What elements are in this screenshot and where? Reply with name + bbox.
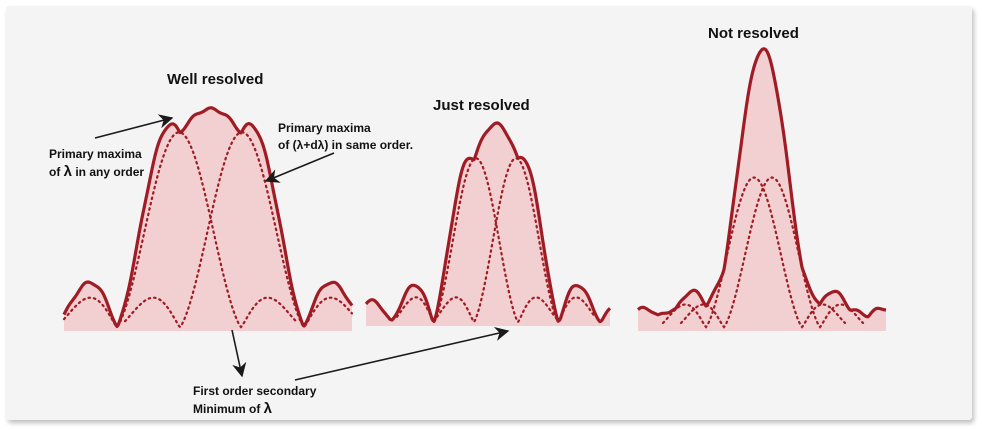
label-primary-maxima-dlambda: Primary maxima of (λ+dλ) in same order. <box>278 120 413 154</box>
component-pattern-well-2 <box>123 131 354 329</box>
title-just-resolved: Just resolved <box>433 97 530 114</box>
component-pattern-not-1 <box>661 176 847 329</box>
label-primary-maxima-dlambda-line2: of (λ+dλ) in same order. <box>278 138 414 152</box>
component-pattern-just-2 <box>435 157 597 325</box>
intensity-fill-well <box>64 107 352 331</box>
title-well-resolved: Well resolved <box>167 71 264 88</box>
label-of: of <box>49 165 64 179</box>
arrow-primary-dlambda <box>264 152 335 183</box>
title-not-resolved: Not resolved <box>708 25 799 42</box>
resultant-intensity-not <box>637 47 887 319</box>
label-first-order-secondary-minimum: First order secondary Minimum of λ <box>193 383 316 418</box>
label-secondary-line1: First order secondary <box>193 384 317 398</box>
label-primary-maxima-lambda: Primary maxima of λ in any order <box>49 146 144 181</box>
label-primary-maxima-lambda-line1: Primary maxima <box>49 147 142 161</box>
resultant-intensity-well <box>62 106 354 328</box>
lambda-symbol: λ <box>63 163 73 180</box>
label-primary-maxima-lambda-line2: of λ in any order <box>49 163 144 181</box>
component-pattern-well-1 <box>62 131 298 329</box>
arrow-primary-lambda <box>94 114 174 139</box>
component-pattern-not-2 <box>679 176 865 329</box>
label-any-order: in any order <box>72 165 145 179</box>
label-secondary-line2: Minimum of λ <box>193 400 316 418</box>
label-minimum-of: Minimum of <box>193 402 264 416</box>
arrow-secondary-min-left <box>231 329 247 378</box>
arrow-secondary-min-right <box>294 326 510 381</box>
label-primary-maxima-dlambda-line1: Primary maxima <box>278 121 371 135</box>
intensity-fill-just <box>366 123 610 326</box>
lambda-symbol-secondary: λ <box>263 400 273 417</box>
resultant-intensity-just <box>364 121 612 324</box>
